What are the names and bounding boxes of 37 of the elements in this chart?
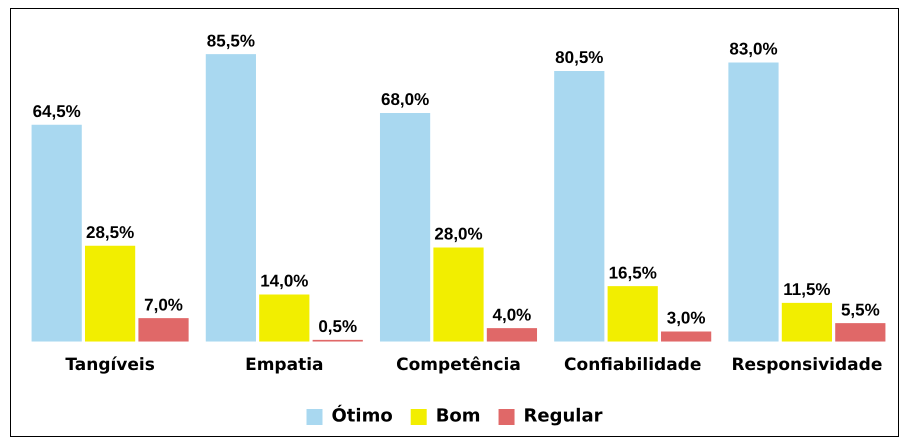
bar <box>32 124 82 342</box>
bar <box>554 70 604 342</box>
data-label: 83,0% <box>729 40 778 59</box>
bar <box>84 246 136 342</box>
data-label: 64,5% <box>32 102 81 121</box>
data-label: 68,0% <box>380 90 430 110</box>
data-label: 14,0% <box>260 272 308 291</box>
data-label: 28,0% <box>434 224 483 244</box>
bar <box>728 62 779 342</box>
legend-label: Ótimo <box>332 404 393 427</box>
bar <box>486 328 538 342</box>
data-label: 16,5% <box>608 263 657 282</box>
data-label: 85,5% <box>206 31 255 50</box>
data-label: 11,5% <box>783 280 831 300</box>
data-label: 7,0% <box>144 295 183 314</box>
bar <box>433 247 484 342</box>
legend-label: Regular <box>524 406 603 427</box>
data-label: 4,0% <box>492 305 532 324</box>
x-tick-label: Confiabilidade <box>564 355 702 376</box>
data-label: 28,5% <box>86 222 134 242</box>
bar <box>835 323 886 342</box>
x-tick-label: Competência <box>396 355 521 376</box>
bar <box>380 112 430 342</box>
data-label: 80,5% <box>555 48 604 68</box>
data-label: 3,0% <box>666 308 706 328</box>
x-tick-label: Tangíveis <box>65 355 155 376</box>
data-label: 0,5% <box>318 317 358 336</box>
bar <box>608 286 658 342</box>
x-tick-label: Responsividade <box>731 355 882 376</box>
bar <box>259 294 310 342</box>
bar <box>138 318 189 342</box>
bar <box>782 302 832 342</box>
bar <box>661 332 712 342</box>
x-tick-label: Empatia <box>245 355 324 376</box>
legend-label: Bom <box>436 406 481 427</box>
data-label: 5,5% <box>840 300 880 320</box>
bar <box>206 54 256 342</box>
